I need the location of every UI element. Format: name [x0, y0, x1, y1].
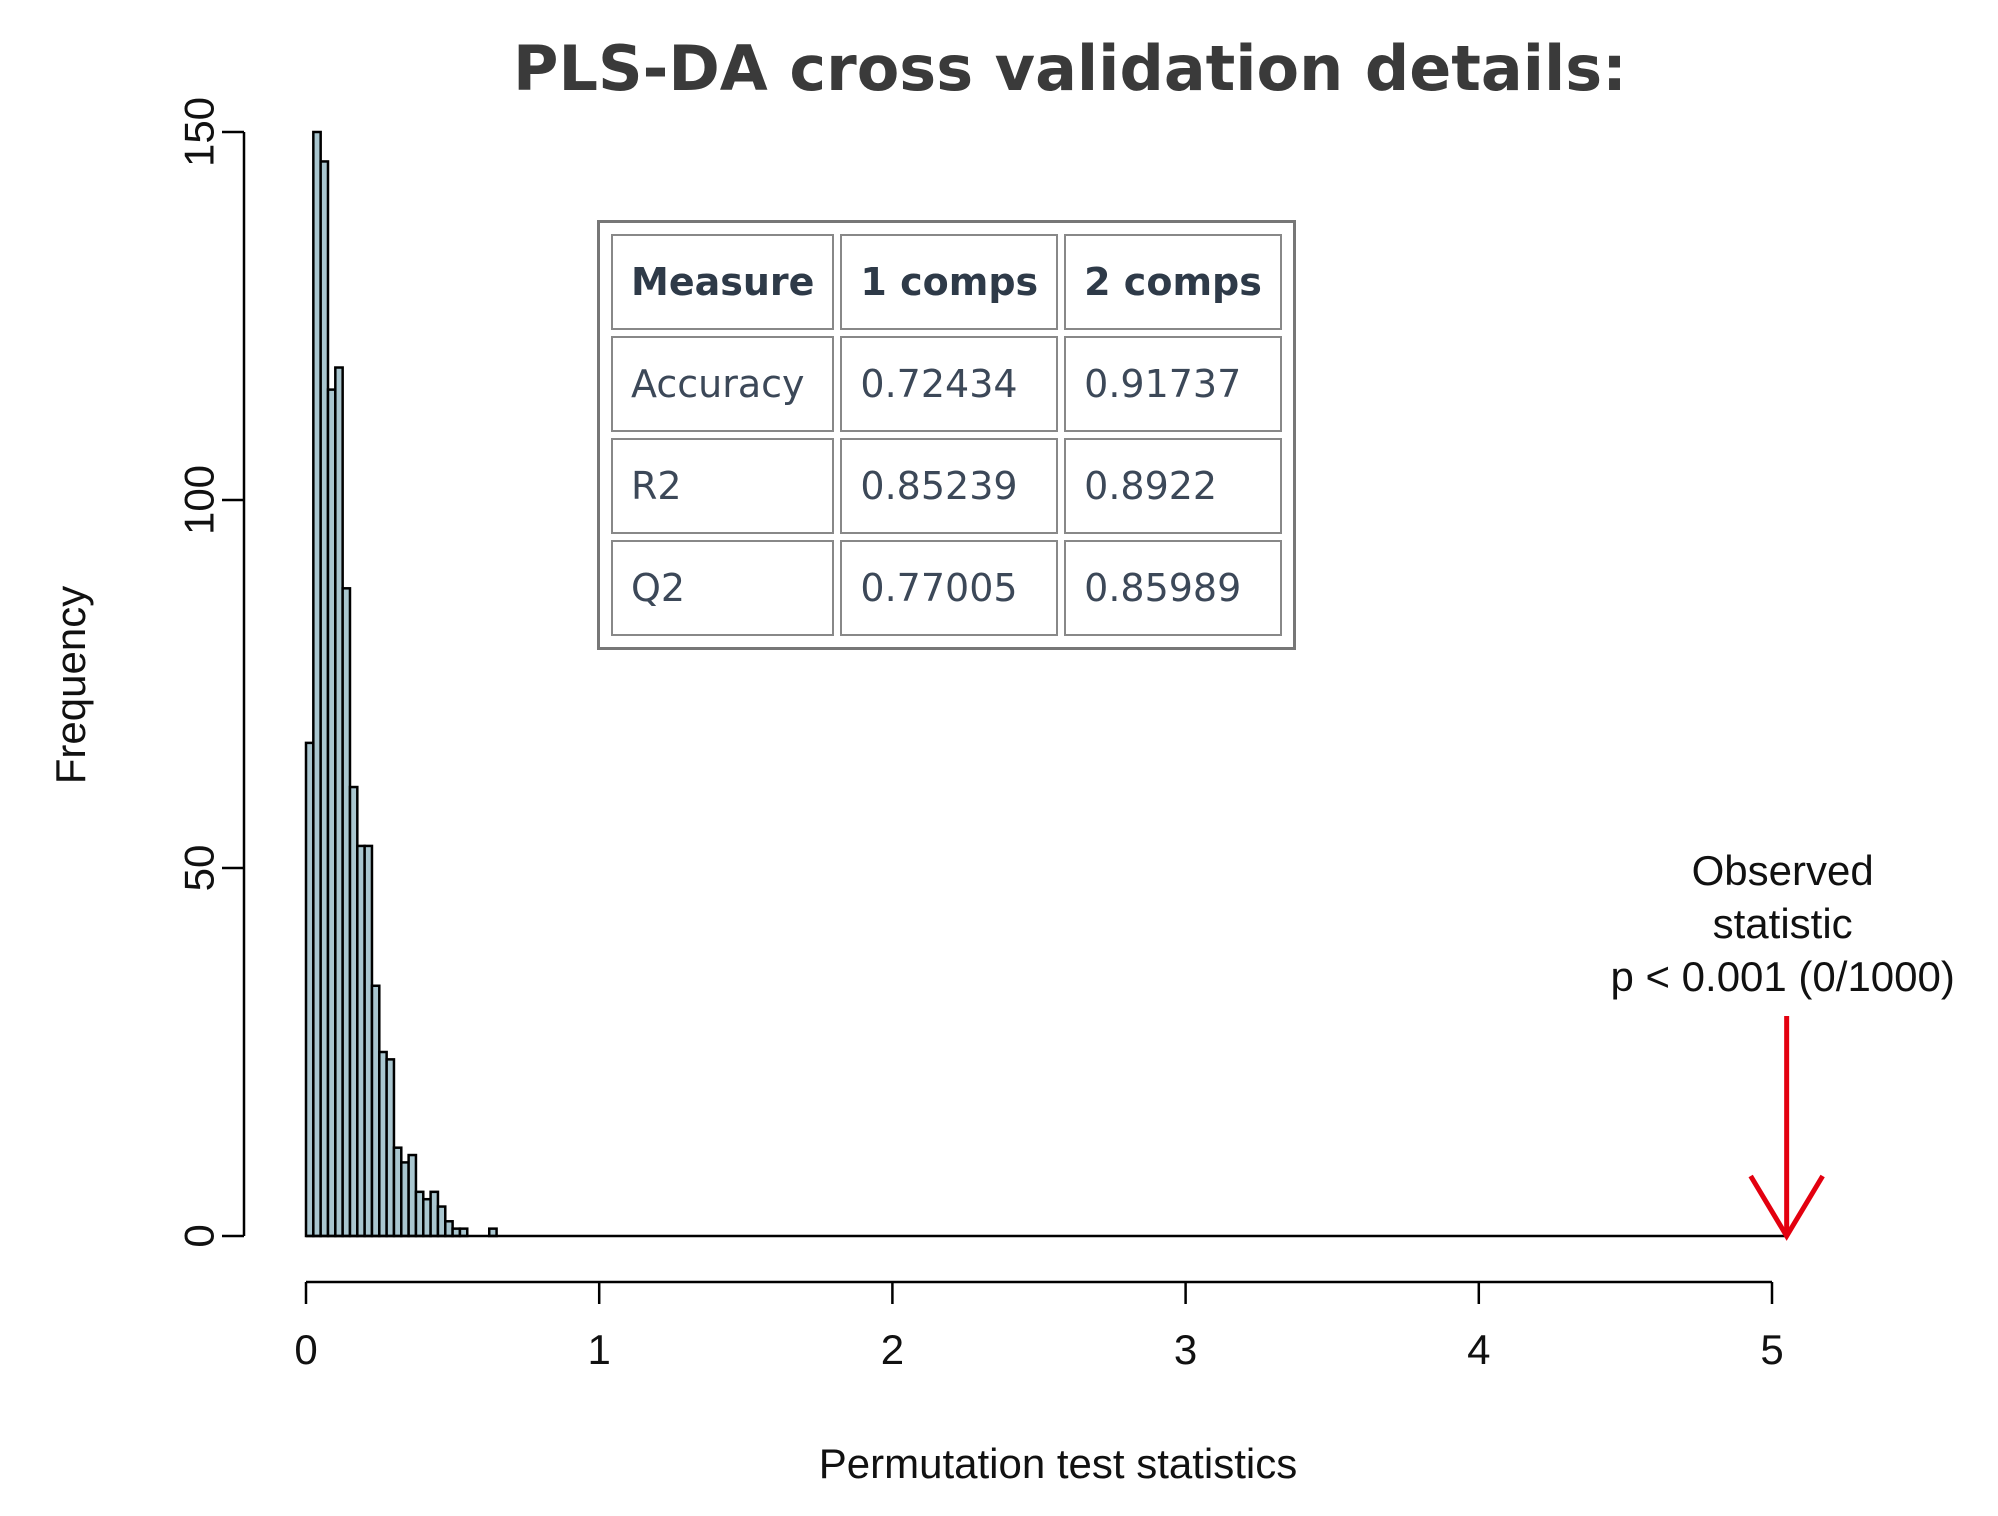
x-tick-label: 4: [1467, 1326, 1490, 1373]
observed-annotation: Observed statistic p < 0.001 (0/1000): [1610, 847, 1955, 1241]
header-1-comps: 1 comps: [840, 234, 1059, 330]
cell-r2-2: 0.8922: [1064, 438, 1282, 534]
y-tick-label: 100: [176, 465, 223, 535]
cell-q2-1: 0.77005: [840, 540, 1059, 636]
y-tick-label: 150: [176, 97, 223, 167]
arrow-head: [1748, 1174, 1825, 1241]
y-tick-label: 50: [176, 845, 223, 892]
cell-r2-1: 0.85239: [840, 438, 1059, 534]
cell-q2-label: Q2: [611, 540, 835, 636]
annotation-line: p < 0.001 (0/1000): [1610, 953, 1954, 1000]
x-tick-label: 2: [881, 1326, 904, 1373]
cell-r2-label: R2: [611, 438, 835, 534]
header-measure: Measure: [611, 234, 835, 330]
cell-accuracy-1: 0.72434: [840, 336, 1059, 432]
cell-accuracy-label: Accuracy: [611, 336, 835, 432]
y-axis-label: Frequency: [47, 586, 94, 784]
table-row: Q2 0.77005 0.85989: [611, 540, 1282, 636]
cell-q2-2: 0.85989: [1064, 540, 1282, 636]
x-tick-label: 3: [1174, 1326, 1197, 1373]
table-row: R2 0.85239 0.8922: [611, 438, 1282, 534]
table-header-row: Measure 1 comps 2 comps: [611, 234, 1282, 330]
cell-accuracy-2: 0.91737: [1064, 336, 1282, 432]
x-tick-label: 0: [294, 1326, 317, 1373]
y-tick-label: 0: [176, 1224, 223, 1247]
histogram-bars: [304, 130, 1787, 1238]
annotation-line: Observed: [1692, 847, 1874, 894]
table-row: Accuracy 0.72434 0.91737: [611, 336, 1282, 432]
cross-validation-table: Measure 1 comps 2 comps Accuracy 0.72434…: [597, 220, 1296, 650]
x-axis-label: Permutation test statistics: [819, 1440, 1298, 1487]
axes: 0 50 100 150 0 1 2 3 4 5: [176, 97, 1784, 1373]
header-2-comps: 2 comps: [1064, 234, 1282, 330]
x-tick-label: 5: [1760, 1326, 1783, 1373]
x-tick-label: 1: [588, 1326, 611, 1373]
annotation-line: statistic: [1713, 900, 1853, 947]
chart-title: PLS-DA cross validation details:: [513, 32, 1627, 105]
cv-table: Measure 1 comps 2 comps Accuracy 0.72434…: [605, 228, 1288, 642]
